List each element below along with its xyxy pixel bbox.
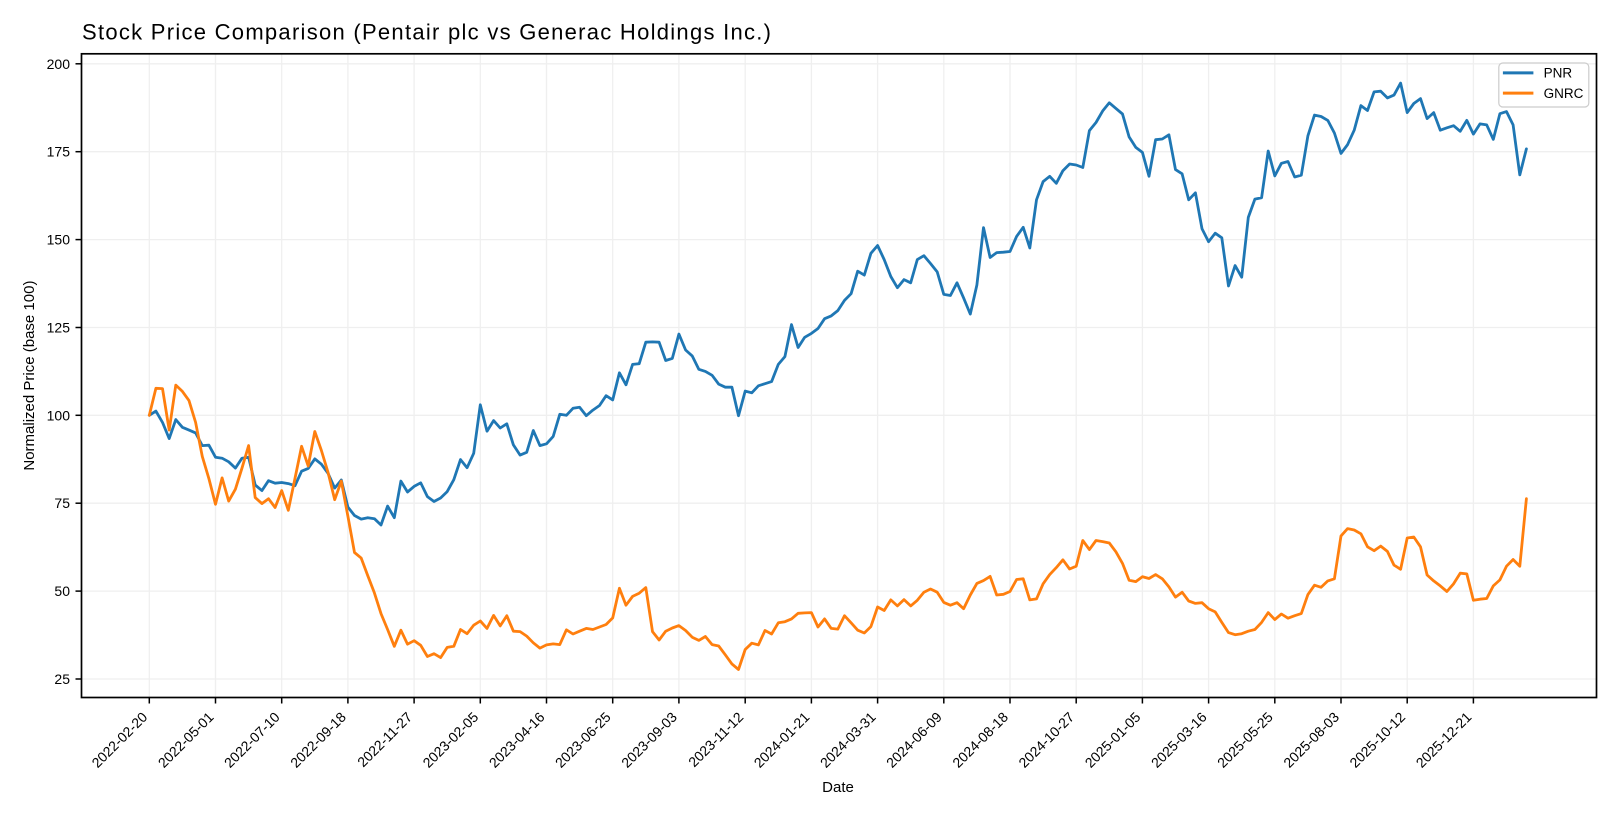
svg-text:200: 200 <box>47 56 71 72</box>
svg-text:175: 175 <box>47 144 71 160</box>
svg-text:150: 150 <box>47 232 71 248</box>
svg-text:100: 100 <box>47 407 71 423</box>
svg-text:Normalized Price (base 100): Normalized Price (base 100) <box>21 281 38 471</box>
svg-text:Date: Date <box>822 779 854 796</box>
svg-text:75: 75 <box>54 495 70 511</box>
svg-text:125: 125 <box>47 320 71 336</box>
svg-text:Stock Price Comparison (Pentai: Stock Price Comparison (Pentair plc vs G… <box>82 20 771 45</box>
svg-text:25: 25 <box>54 671 70 687</box>
svg-text:50: 50 <box>54 583 70 599</box>
svg-text:PNR: PNR <box>1544 66 1573 81</box>
svg-text:GNRC: GNRC <box>1544 86 1584 101</box>
